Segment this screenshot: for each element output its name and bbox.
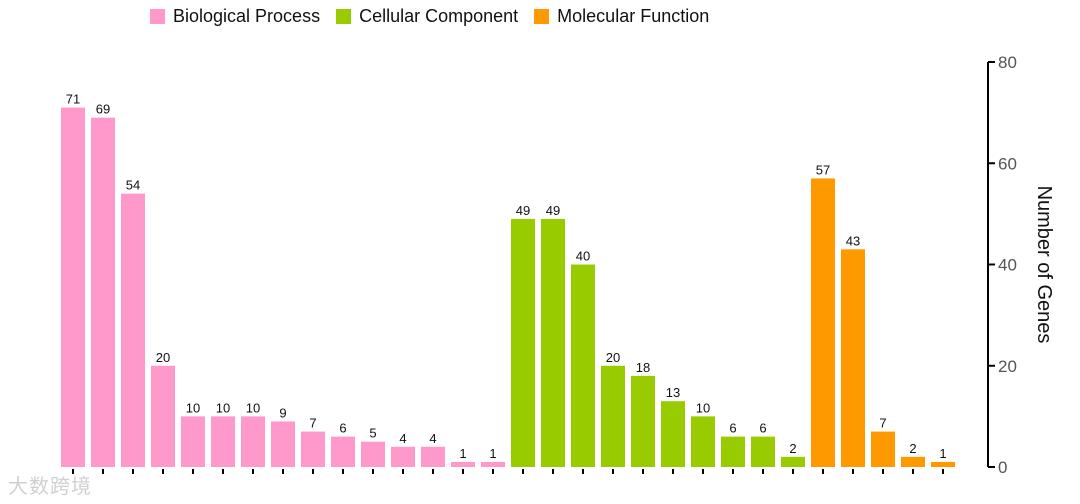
y-tick-label: 40: [998, 256, 1017, 275]
data-label: 57: [816, 162, 830, 177]
data-label: 43: [846, 233, 860, 248]
data-label: 49: [516, 203, 530, 218]
data-label: 69: [96, 102, 110, 117]
bar-biological-process-5: [181, 416, 205, 467]
data-label: 1: [489, 446, 496, 461]
bar-biological-process-4: [151, 365, 175, 467]
y-tick-label: 20: [998, 357, 1017, 376]
data-label: 6: [339, 421, 346, 436]
legend-swatch-molecular-function: [534, 9, 550, 24]
y-axis-title: Number of Genes: [1033, 186, 1055, 344]
legend-item-molecular-function: Molecular Function: [534, 6, 709, 27]
data-label: 10: [246, 400, 260, 415]
bar-cellular-component-2: [541, 218, 565, 467]
data-label: 6: [759, 421, 766, 436]
legend-item-biological-process: Biological Process: [150, 6, 320, 27]
data-label: 2: [909, 441, 916, 456]
bar-molecular-function-1: [811, 178, 835, 467]
data-label: 6: [729, 421, 736, 436]
legend-label-cellular-component: Cellular Component: [359, 6, 519, 26]
watermark: 大数跨境: [8, 474, 92, 498]
y-tick-label: 0: [998, 458, 1007, 477]
data-label: 4: [399, 431, 406, 446]
bar-biological-process-11: [361, 441, 385, 467]
data-label: 71: [66, 92, 80, 107]
data-label: 4: [429, 431, 436, 446]
bar-biological-process-12: [391, 446, 415, 467]
data-label: 2: [789, 441, 796, 456]
bar-biological-process-1: [61, 107, 85, 467]
y-tick-label: 60: [998, 154, 1017, 173]
bar-molecular-function-3: [871, 431, 895, 467]
bar-biological-process-15: [481, 461, 505, 467]
bar-biological-process-3: [121, 193, 145, 467]
bar-biological-process-9: [301, 431, 325, 467]
legend-label-molecular-function: Molecular Function: [557, 6, 710, 26]
bar-cellular-component-5: [631, 375, 655, 467]
data-label: 9: [279, 405, 286, 420]
bar-biological-process-10: [331, 436, 355, 467]
data-label: 1: [459, 446, 466, 461]
bar-biological-process-7: [241, 416, 265, 467]
data-label: 54: [126, 178, 140, 193]
data-label: 49: [546, 203, 560, 218]
bar-cellular-component-10: [781, 456, 805, 467]
data-label: 5: [369, 426, 376, 441]
bar-cellular-component-4: [601, 365, 625, 467]
data-label: 10: [696, 400, 710, 415]
bar-cellular-component-6: [661, 401, 685, 467]
data-label: 7: [879, 416, 886, 431]
bar-biological-process-6: [211, 416, 235, 467]
data-label: 13: [666, 385, 680, 400]
bar-cellular-component-7: [691, 416, 715, 467]
legend: Biological Process Cellular Component Mo…: [150, 6, 725, 27]
legend-item-cellular-component: Cellular Component: [336, 6, 518, 27]
legend-swatch-biological-process: [150, 9, 165, 24]
bar-biological-process-14: [451, 461, 475, 467]
data-label: 20: [156, 350, 170, 365]
bar-cellular-component-8: [721, 436, 745, 467]
y-tick-label: 80: [998, 53, 1017, 72]
bar-molecular-function-4: [901, 456, 925, 467]
bar-cellular-component-3: [571, 264, 595, 467]
data-label: 40: [576, 249, 590, 264]
bar-biological-process-13: [421, 446, 445, 467]
bar-biological-process-2: [91, 117, 115, 467]
legend-label-biological-process: Biological Process: [173, 6, 321, 26]
data-label: 20: [606, 350, 620, 365]
legend-swatch-cellular-component: [336, 9, 352, 24]
data-label: 10: [216, 400, 230, 415]
data-label: 7: [309, 416, 316, 431]
data-label: 18: [636, 360, 650, 375]
bar-molecular-function-2: [841, 249, 865, 467]
bar-cellular-component-1: [511, 218, 535, 467]
bar-molecular-function-5: [931, 461, 955, 467]
data-label: 1: [939, 446, 946, 461]
data-label: 10: [186, 400, 200, 415]
bar-biological-process-8: [271, 421, 295, 467]
bar-cellular-component-9: [751, 436, 775, 467]
